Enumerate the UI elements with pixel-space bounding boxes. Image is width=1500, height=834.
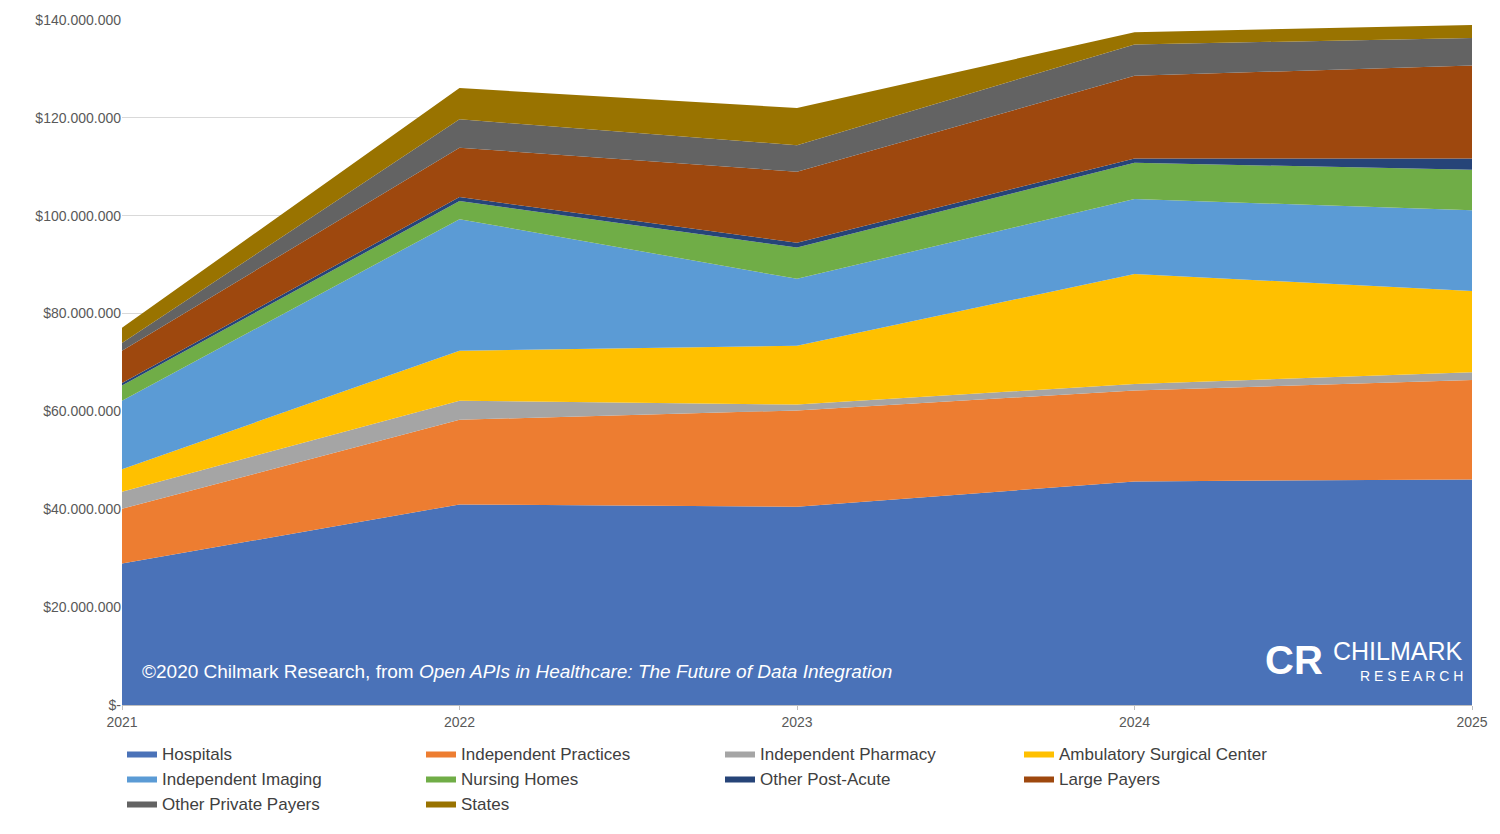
svg-text:R E S E A R C H: R E S E A R C H [1360, 668, 1463, 684]
svg-text:$60.000.000: $60.000.000 [43, 403, 121, 419]
svg-text:Other Post-Acute: Other Post-Acute [760, 770, 890, 789]
svg-text:States: States [461, 795, 509, 814]
svg-text:$40.000.000: $40.000.000 [43, 501, 121, 517]
svg-text:Ambulatory Surgical Center: Ambulatory Surgical Center [1059, 745, 1267, 764]
svg-text:Other Private Payers: Other Private Payers [162, 795, 320, 814]
svg-text:$120.000.000: $120.000.000 [35, 110, 121, 126]
svg-text:$80.000.000: $80.000.000 [43, 305, 121, 321]
svg-text:2025: 2025 [1456, 714, 1487, 730]
svg-text:2024: 2024 [1119, 714, 1150, 730]
svg-text:$140.000.000: $140.000.000 [35, 12, 121, 28]
svg-text:2022: 2022 [444, 714, 475, 730]
svg-text:CR: CR [1265, 638, 1323, 682]
svg-text:$-: $- [109, 697, 122, 713]
svg-text:CHILMARK: CHILMARK [1333, 637, 1463, 665]
svg-text:$20.000.000: $20.000.000 [43, 599, 121, 615]
svg-text:$100.000.000: $100.000.000 [35, 208, 121, 224]
svg-text:2023: 2023 [781, 714, 812, 730]
svg-text:Independent Imaging: Independent Imaging [162, 770, 322, 789]
svg-text:Large Payers: Large Payers [1059, 770, 1160, 789]
svg-text:©2020 Chilmark Research, from: ©2020 Chilmark Research, from Open APIs … [142, 661, 892, 682]
svg-text:Nursing Homes: Nursing Homes [461, 770, 578, 789]
svg-text:Independent Practices: Independent Practices [461, 745, 630, 764]
svg-text:Independent Pharmacy: Independent Pharmacy [760, 745, 936, 764]
svg-text:2021: 2021 [106, 714, 137, 730]
svg-text:Hospitals: Hospitals [162, 745, 232, 764]
